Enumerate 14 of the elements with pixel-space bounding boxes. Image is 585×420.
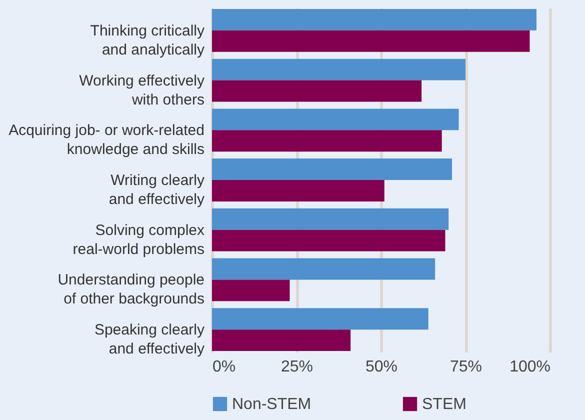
legend-label: Non-STEM: [232, 396, 312, 413]
legend-label: STEM: [422, 396, 466, 413]
y-tick-label: Working effectively with others: [79, 72, 205, 108]
y-tick-label: Writing clearly and effectively: [108, 172, 205, 208]
y-tick-label: Thinking critically and analytically: [90, 22, 205, 58]
y-tick-label: Solving complex real-world problems: [72, 222, 205, 258]
y-tick-label: Understanding people of other backgrounds: [58, 272, 204, 308]
y-tick-label: Acquiring job- or work-related knowledge and skills: [8, 122, 204, 158]
x-tick-label: 50%: [365, 358, 398, 376]
x-tick-label: 100%: [510, 358, 550, 376]
x-tick-label: 75%: [450, 358, 482, 376]
y-tick-label: Speaking clearly and effectively: [94, 322, 205, 358]
x-tick-label: 25%: [280, 358, 314, 376]
x-tick-label: 0%: [212, 358, 236, 376]
